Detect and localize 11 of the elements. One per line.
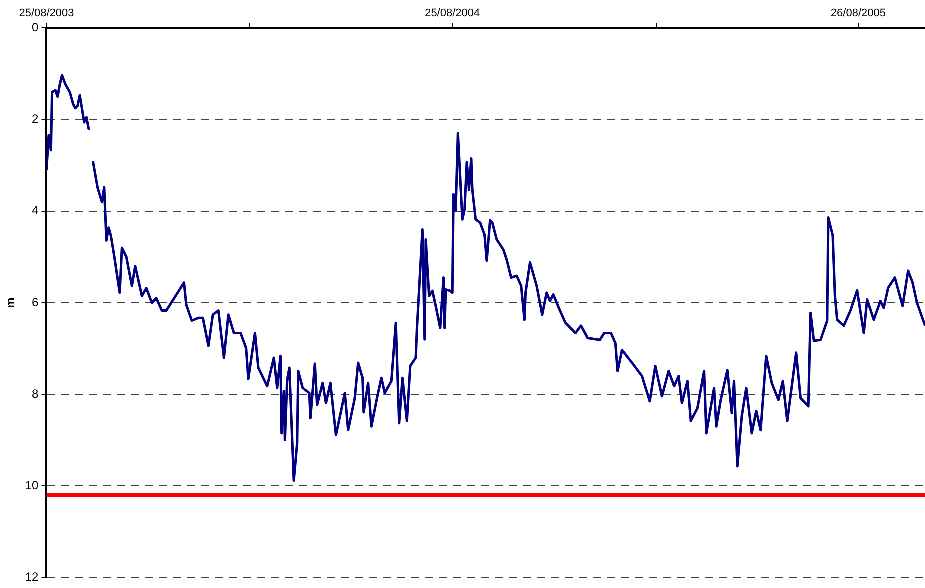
y-tick-label: 8 bbox=[32, 386, 40, 401]
y-tick-label: 12 bbox=[25, 570, 40, 584]
y-tick-label: 4 bbox=[32, 204, 40, 218]
y-axis-title: m bbox=[4, 298, 18, 308]
x-tick-label: 25/08/2004 bbox=[425, 8, 480, 20]
x-tick-label: 26/08/2005 bbox=[830, 8, 886, 20]
y-tick-label: 2 bbox=[32, 112, 40, 126]
x-tick-label: 25/08/2003 bbox=[19, 8, 74, 20]
y-tick-label: 0 bbox=[32, 20, 40, 35]
y-tick-label: 10 bbox=[25, 478, 40, 493]
y-tick-label: 6 bbox=[32, 295, 40, 310]
